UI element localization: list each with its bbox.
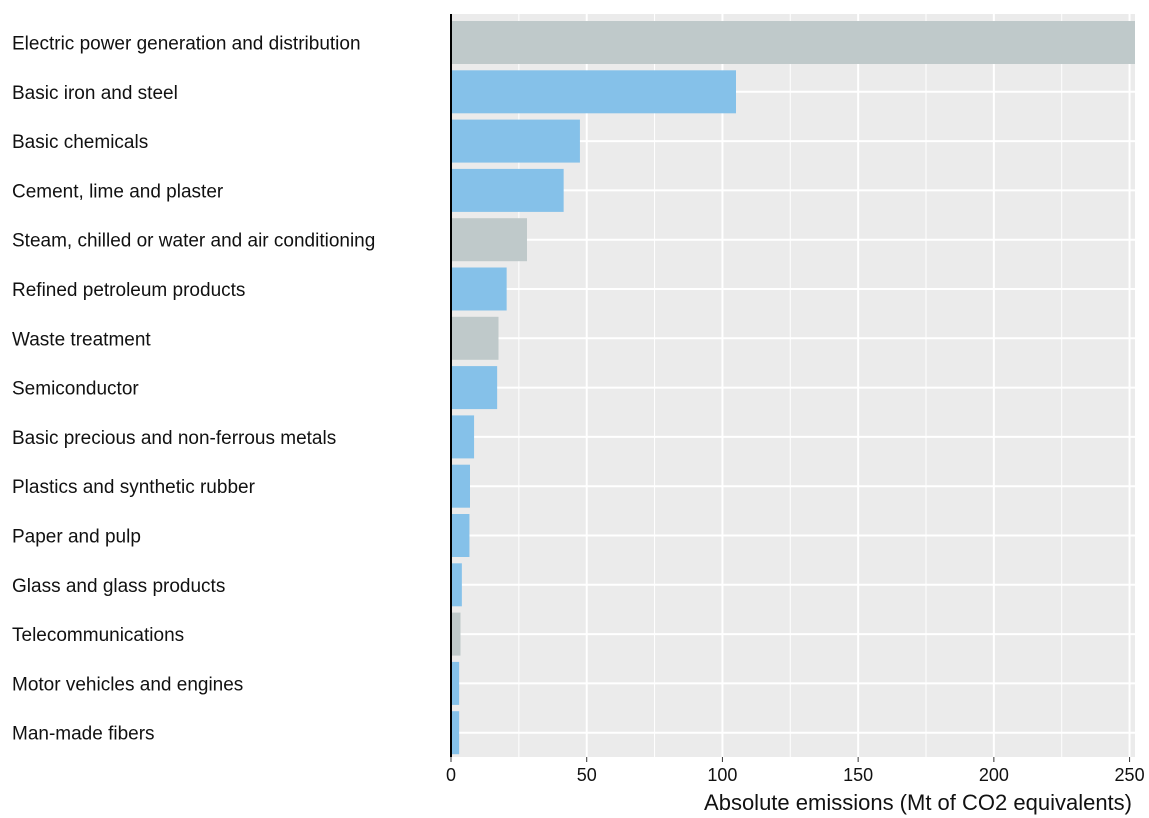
bar: [451, 366, 498, 410]
bar: [451, 70, 736, 114]
bar: [451, 168, 564, 212]
bar: [451, 563, 462, 607]
bar: [451, 514, 470, 557]
category-label: Basic chemicals: [12, 132, 148, 153]
x-tick-label: 50: [577, 765, 597, 785]
bars: [451, 21, 1135, 755]
category-label: Telecommunications: [12, 625, 184, 646]
x-tick-label: 250: [1115, 765, 1145, 785]
category-label: Motor vehicles and engines: [12, 674, 243, 695]
category-label: Plastics and synthetic rubber: [12, 477, 256, 498]
x-tick-label: 150: [843, 765, 873, 785]
bar: [451, 661, 460, 705]
bar: [451, 21, 1135, 64]
category-label: Refined petroleum products: [12, 280, 245, 301]
category-label: Man-made fibers: [12, 724, 155, 745]
category-labels: Electric power generation and distributi…: [12, 34, 375, 745]
category-label: Semiconductor: [12, 379, 139, 400]
x-tick-label: 200: [979, 765, 1009, 785]
bar: [451, 464, 470, 508]
bar: [451, 218, 527, 262]
category-label: Basic iron and steel: [12, 83, 178, 104]
bar: [451, 267, 507, 311]
bar: [451, 711, 460, 755]
x-axis-title: Absolute emissions (Mt of CO2 equivalent…: [704, 790, 1132, 815]
bar: [451, 316, 499, 360]
category-label: Steam, chilled or water and air conditio…: [12, 231, 375, 252]
category-label: Electric power generation and distributi…: [12, 34, 361, 55]
x-axis-ticks: 0 50 100 150 200 250: [446, 757, 1145, 785]
x-tick-label: 100: [707, 765, 737, 785]
bar: [451, 415, 475, 459]
category-label: Basic precious and non-ferrous metals: [12, 428, 336, 449]
bar: [451, 612, 461, 656]
bar: [451, 119, 580, 163]
category-label: Paper and pulp: [12, 527, 141, 548]
x-tick-label: 0: [446, 765, 456, 785]
category-label: Glass and glass products: [12, 576, 225, 597]
category-label: Cement, lime and plaster: [12, 181, 224, 202]
category-label: Waste treatment: [12, 329, 151, 350]
